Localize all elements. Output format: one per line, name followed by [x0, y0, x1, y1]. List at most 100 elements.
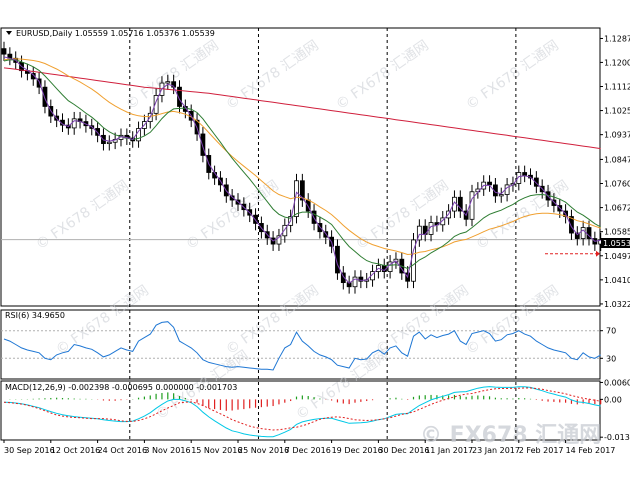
time-tick-label: 30 Dec 2016 [378, 446, 429, 455]
candle-body [469, 191, 475, 220]
time-tick-label: 11 Jan 2017 [425, 446, 473, 455]
candle-body [440, 217, 446, 226]
macd-frame [0, 380, 601, 441]
watermark-text: © FX678 汇通网 [33, 177, 132, 253]
time-tick-label: 12 Oct 2016 [51, 446, 100, 455]
price-header: EURUSD,Daily 1.05559 1.05716 1.05376 1.0… [6, 29, 215, 38]
macd-tick-label: -0.01359 [604, 433, 630, 442]
price-tick-label: 1.12000 [604, 58, 630, 67]
watermark-logo-text: © FX678 汇通网 [420, 423, 601, 448]
price-tick-label: 1.08475 [604, 155, 630, 164]
candle-body [36, 78, 42, 88]
watermark-text: © FX678 汇通网 [223, 282, 322, 358]
moving-average-purple-line [3, 56, 601, 284]
price-frame [0, 27, 601, 307]
target-arrow-icon [596, 250, 600, 257]
time-tick-label: 24 Oct 2016 [98, 446, 147, 455]
watermark-text: © FX678 汇通网 [373, 282, 472, 358]
time-tick-label: 15 Nov 2016 [191, 446, 242, 455]
candle-body [106, 141, 112, 145]
candle-body [299, 180, 305, 201]
candle-body [586, 227, 592, 239]
price-panel [1, 41, 604, 294]
macd-header-text: MACD(12,26,9) -0.002398 -0.000695 0.0000… [5, 383, 237, 392]
price-tick-label: 1.03225 [604, 300, 630, 309]
time-tick-label: 3 Nov 2016 [144, 446, 190, 455]
collapse-arrow-icon[interactable] [6, 31, 12, 35]
candle-body [352, 276, 358, 288]
candle-body [177, 86, 182, 107]
macd-panel [3, 386, 602, 438]
panel-frames [0, 27, 601, 441]
candle-body [165, 81, 171, 84]
axes: 1.12870 1.12000 1.11125 1.10250 1.09375 1.084… [3, 34, 630, 455]
time-tick-label: 23 Jan 2017 [472, 446, 520, 455]
watermark-text: © FX678 汇通网 [333, 37, 432, 113]
price-tick-label: 1.10250 [604, 107, 630, 116]
candle-body [416, 225, 422, 241]
time-tick-label: 2 Feb 2017 [519, 446, 564, 455]
rsi-header-text: RSI(6) 34.9650 [5, 311, 65, 320]
price-tick-label: 1.07600 [604, 180, 630, 189]
price-tick-label: 1.11125 [604, 82, 630, 91]
candle-body [487, 181, 492, 186]
rsi-panel [1, 321, 601, 371]
candle-body [335, 245, 340, 274]
candle-body [282, 224, 288, 237]
rsi-line [3, 321, 601, 371]
candle-body [358, 276, 364, 282]
price-tick-label: 1.04100 [604, 276, 630, 285]
macd-tick-label: 0.00 [604, 395, 622, 404]
price-tick-label: 1.05850 [604, 228, 630, 237]
candle-body [229, 195, 235, 201]
watermark-text: © FX678 汇通网 [53, 282, 152, 358]
current-price-text: 1.05539 [603, 239, 630, 248]
price-tick-label: 1.04975 [604, 252, 630, 261]
time-separators [129, 28, 517, 440]
price-tick-label: 1.12870 [604, 34, 630, 43]
macd-signal-line [3, 387, 601, 431]
rsi-tick-label: 70 [606, 327, 616, 336]
current-price-label: 1.05539 [601, 238, 630, 248]
macd-line [3, 386, 601, 438]
candle-body [516, 172, 522, 184]
watermark-text: © FX678 汇通网 [463, 37, 562, 113]
candle-body [580, 227, 586, 239]
candle-body [569, 216, 574, 234]
watermark-text: © FX678 汇通网 [123, 37, 222, 113]
candle-body [153, 95, 159, 114]
price-tick-label: 1.06725 [604, 204, 630, 213]
time-tick-label: 7 Dec 2016 [285, 446, 331, 455]
rsi-frame [0, 309, 601, 380]
candle-body [71, 118, 77, 129]
candle-body [200, 133, 206, 156]
time-tick-label: 19 Dec 2016 [332, 446, 383, 455]
watermark-text: © FX678 汇通网 [293, 347, 392, 423]
rsi-tick-label: 30 [606, 354, 616, 363]
candle-body [574, 232, 580, 239]
candle-body [253, 214, 258, 224]
candle-body [42, 86, 48, 107]
moving-average-red-line [3, 67, 601, 150]
time-tick-label: 30 Sep 2016 [4, 446, 55, 455]
current-price-bg [601, 238, 630, 248]
candle-body [551, 199, 557, 206]
moving-average-green-line [3, 59, 601, 270]
candle-body [323, 231, 329, 238]
price-header-text: EURUSD,Daily 1.05559 1.05716 1.05376 1.0… [16, 29, 215, 38]
candle-body [30, 73, 36, 80]
candle-body [533, 177, 539, 187]
candle-body [340, 272, 346, 284]
watermark-text: © FX678 汇通网 [353, 177, 452, 253]
candle-body [276, 235, 282, 245]
candle-body [1, 48, 7, 55]
candle-body [498, 194, 504, 197]
time-tick-label: 25 Nov 2016 [238, 446, 289, 455]
candle-body [457, 196, 463, 212]
time-tick-label: 14 Feb 2017 [566, 446, 616, 455]
candle-body [522, 172, 528, 176]
price-tick-label: 1.09375 [604, 131, 630, 140]
macd-tick-label: 0.00608 [604, 378, 630, 387]
